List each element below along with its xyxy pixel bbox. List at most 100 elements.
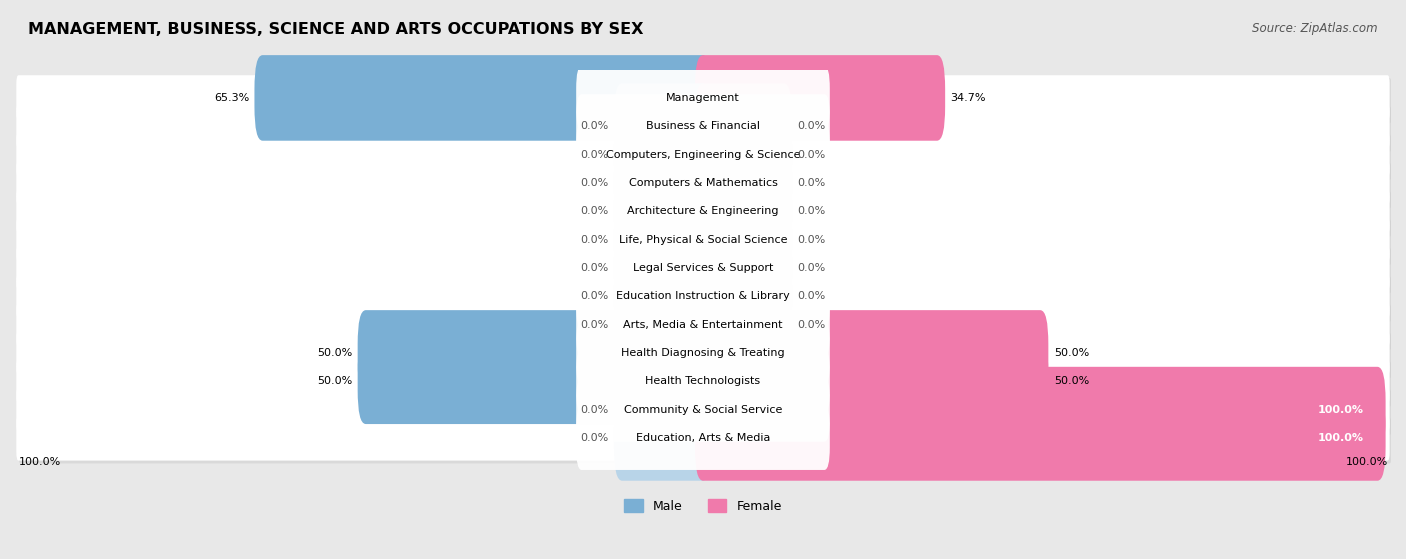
Text: 0.0%: 0.0% — [581, 405, 609, 415]
FancyBboxPatch shape — [18, 362, 1392, 407]
FancyBboxPatch shape — [614, 168, 711, 254]
Text: Health Technologists: Health Technologists — [645, 376, 761, 386]
FancyBboxPatch shape — [17, 217, 1389, 262]
Text: 0.0%: 0.0% — [581, 150, 609, 159]
FancyBboxPatch shape — [576, 207, 830, 272]
Text: 0.0%: 0.0% — [797, 263, 825, 273]
FancyBboxPatch shape — [18, 248, 1392, 293]
FancyBboxPatch shape — [17, 302, 1389, 347]
Text: Management: Management — [666, 93, 740, 103]
FancyBboxPatch shape — [695, 282, 792, 367]
FancyBboxPatch shape — [695, 140, 792, 226]
Text: 0.0%: 0.0% — [581, 291, 609, 301]
FancyBboxPatch shape — [614, 282, 711, 367]
FancyBboxPatch shape — [614, 83, 711, 169]
Text: 0.0%: 0.0% — [581, 433, 609, 443]
FancyBboxPatch shape — [695, 112, 792, 197]
Text: 65.3%: 65.3% — [214, 93, 249, 103]
Text: Legal Services & Support: Legal Services & Support — [633, 263, 773, 273]
FancyBboxPatch shape — [18, 277, 1392, 322]
FancyBboxPatch shape — [18, 305, 1392, 350]
Text: 100.0%: 100.0% — [1317, 405, 1364, 415]
FancyBboxPatch shape — [18, 220, 1392, 265]
FancyBboxPatch shape — [576, 406, 830, 470]
FancyBboxPatch shape — [576, 66, 830, 130]
FancyBboxPatch shape — [17, 273, 1389, 319]
Text: Source: ZipAtlas.com: Source: ZipAtlas.com — [1253, 22, 1378, 35]
FancyBboxPatch shape — [576, 94, 830, 158]
FancyBboxPatch shape — [576, 264, 830, 328]
Text: 0.0%: 0.0% — [581, 235, 609, 245]
FancyBboxPatch shape — [18, 163, 1392, 209]
FancyBboxPatch shape — [18, 135, 1392, 180]
Text: 0.0%: 0.0% — [581, 263, 609, 273]
FancyBboxPatch shape — [695, 395, 1385, 481]
Text: 0.0%: 0.0% — [797, 150, 825, 159]
FancyBboxPatch shape — [695, 55, 945, 141]
Text: 0.0%: 0.0% — [797, 206, 825, 216]
Text: 100.0%: 100.0% — [18, 457, 60, 467]
Text: 0.0%: 0.0% — [581, 320, 609, 330]
FancyBboxPatch shape — [17, 358, 1389, 404]
FancyBboxPatch shape — [614, 197, 711, 282]
FancyBboxPatch shape — [695, 310, 1049, 396]
FancyBboxPatch shape — [17, 132, 1389, 177]
Text: 0.0%: 0.0% — [797, 178, 825, 188]
Text: 0.0%: 0.0% — [581, 178, 609, 188]
FancyBboxPatch shape — [18, 390, 1392, 435]
FancyBboxPatch shape — [576, 179, 830, 243]
Text: 50.0%: 50.0% — [316, 348, 353, 358]
FancyBboxPatch shape — [695, 225, 792, 311]
FancyBboxPatch shape — [17, 387, 1389, 432]
FancyBboxPatch shape — [18, 191, 1392, 237]
FancyBboxPatch shape — [17, 160, 1389, 206]
Text: 0.0%: 0.0% — [797, 320, 825, 330]
FancyBboxPatch shape — [614, 112, 711, 197]
FancyBboxPatch shape — [17, 245, 1389, 291]
Text: Life, Physical & Social Science: Life, Physical & Social Science — [619, 235, 787, 245]
Text: 34.7%: 34.7% — [950, 93, 986, 103]
FancyBboxPatch shape — [614, 395, 711, 481]
FancyBboxPatch shape — [695, 168, 792, 254]
Text: 100.0%: 100.0% — [1317, 433, 1364, 443]
Text: Business & Financial: Business & Financial — [645, 121, 761, 131]
FancyBboxPatch shape — [614, 140, 711, 226]
Text: 0.0%: 0.0% — [797, 291, 825, 301]
FancyBboxPatch shape — [614, 367, 711, 452]
FancyBboxPatch shape — [18, 418, 1392, 463]
FancyBboxPatch shape — [17, 103, 1389, 149]
Text: 50.0%: 50.0% — [316, 376, 353, 386]
FancyBboxPatch shape — [695, 253, 792, 339]
FancyBboxPatch shape — [576, 349, 830, 413]
FancyBboxPatch shape — [17, 188, 1389, 234]
Text: 50.0%: 50.0% — [1053, 376, 1090, 386]
Text: Architecture & Engineering: Architecture & Engineering — [627, 206, 779, 216]
FancyBboxPatch shape — [576, 292, 830, 357]
Text: Computers & Mathematics: Computers & Mathematics — [628, 178, 778, 188]
Text: Education Instruction & Library: Education Instruction & Library — [616, 291, 790, 301]
FancyBboxPatch shape — [17, 75, 1389, 121]
FancyBboxPatch shape — [695, 83, 792, 169]
FancyBboxPatch shape — [695, 367, 1385, 452]
FancyBboxPatch shape — [18, 333, 1392, 378]
Text: 100.0%: 100.0% — [1346, 457, 1388, 467]
FancyBboxPatch shape — [614, 253, 711, 339]
FancyBboxPatch shape — [576, 321, 830, 385]
Text: 0.0%: 0.0% — [581, 206, 609, 216]
FancyBboxPatch shape — [17, 330, 1389, 376]
FancyBboxPatch shape — [17, 415, 1389, 461]
Text: Arts, Media & Entertainment: Arts, Media & Entertainment — [623, 320, 783, 330]
Text: 0.0%: 0.0% — [797, 235, 825, 245]
FancyBboxPatch shape — [576, 377, 830, 442]
Legend: Male, Female: Male, Female — [619, 494, 787, 518]
FancyBboxPatch shape — [254, 55, 711, 141]
FancyBboxPatch shape — [695, 197, 792, 282]
FancyBboxPatch shape — [18, 106, 1392, 151]
Text: Health Diagnosing & Treating: Health Diagnosing & Treating — [621, 348, 785, 358]
FancyBboxPatch shape — [357, 339, 711, 424]
Text: 50.0%: 50.0% — [1053, 348, 1090, 358]
FancyBboxPatch shape — [695, 339, 1049, 424]
Text: Community & Social Service: Community & Social Service — [624, 405, 782, 415]
Text: Computers, Engineering & Science: Computers, Engineering & Science — [606, 150, 800, 159]
Text: Education, Arts & Media: Education, Arts & Media — [636, 433, 770, 443]
